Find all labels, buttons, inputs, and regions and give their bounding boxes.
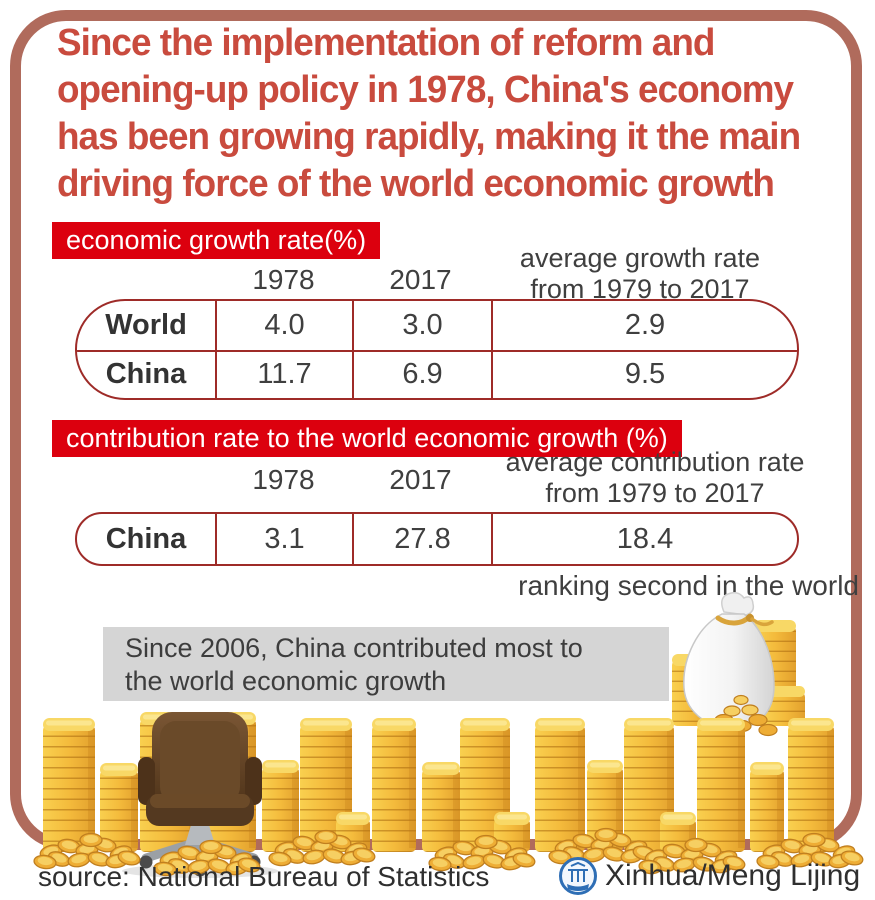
coin bbox=[692, 856, 716, 872]
table-cell: 6.9 bbox=[352, 351, 491, 398]
coin-stack bbox=[262, 760, 299, 852]
contribution-rate-table: China 3.1 27.8 18.4 bbox=[75, 512, 799, 566]
coin bbox=[602, 846, 626, 862]
coin bbox=[237, 857, 261, 873]
money-bag-body bbox=[683, 592, 775, 730]
coin-stack bbox=[750, 762, 784, 852]
section1-banner: economic growth rate(%) bbox=[52, 222, 381, 259]
coin bbox=[33, 854, 57, 870]
col-header-average-growth: average growth rate from 1979 to 2017 bbox=[519, 243, 761, 304]
coin-stack bbox=[422, 762, 460, 852]
coin bbox=[314, 829, 338, 845]
highlight-text: Since 2006, China contributed most to th… bbox=[125, 633, 583, 696]
credit-text: Xinhua/Meng Lijing bbox=[605, 859, 861, 892]
source-credit: source: National Bureau of Statistics bbox=[38, 861, 490, 892]
agency-credit: Xinhua/Meng Lijing bbox=[558, 856, 860, 896]
coin bbox=[840, 850, 864, 866]
coin-stack bbox=[43, 718, 95, 852]
coin bbox=[548, 849, 572, 865]
row-label: China bbox=[105, 522, 187, 555]
coin bbox=[153, 861, 177, 877]
highlight-box: Since 2006, China contributed most to th… bbox=[103, 627, 669, 701]
table-cell: 2.9 bbox=[491, 301, 797, 350]
coin bbox=[482, 853, 506, 869]
table-cell: 3.0 bbox=[352, 301, 491, 350]
coin bbox=[117, 850, 141, 866]
coin-stack bbox=[100, 763, 138, 852]
col-header-2017: 2017 bbox=[389, 464, 452, 495]
coin bbox=[352, 847, 376, 863]
row-label: World bbox=[105, 308, 187, 341]
table-row: China 11.7 6.9 9.5 bbox=[77, 349, 797, 398]
headline: Since the implementation of reform and o… bbox=[57, 22, 801, 205]
col-header-1978: 1978 bbox=[252, 464, 315, 495]
coin bbox=[512, 852, 536, 868]
money-bag-icon bbox=[672, 592, 805, 737]
coin-stack bbox=[372, 718, 416, 852]
coin bbox=[268, 851, 292, 867]
section2-banner: contribution rate to the world economic … bbox=[52, 420, 682, 457]
coin bbox=[322, 848, 346, 864]
coin-stack bbox=[535, 718, 585, 852]
coin-stack bbox=[788, 718, 834, 852]
coin bbox=[199, 839, 223, 855]
table-row: China 3.1 27.8 18.4 bbox=[77, 514, 797, 564]
coin bbox=[684, 837, 708, 853]
col-header-1978: 1978 bbox=[252, 264, 315, 295]
coin bbox=[57, 838, 81, 854]
col-header-average-contribution: average contribution rate from 1979 to 2… bbox=[505, 447, 805, 508]
coin bbox=[722, 855, 746, 871]
coin bbox=[594, 827, 618, 843]
coin bbox=[474, 834, 498, 850]
coin bbox=[79, 832, 103, 848]
coin bbox=[638, 859, 662, 875]
table-cell: 11.7 bbox=[215, 351, 352, 398]
row-label: China bbox=[105, 358, 187, 391]
coin bbox=[572, 833, 596, 849]
table-cell: 4.0 bbox=[215, 301, 352, 350]
coin bbox=[802, 832, 826, 848]
col-header-2017: 2017 bbox=[389, 264, 452, 295]
table-cell: 27.8 bbox=[352, 514, 491, 564]
scattered-coins bbox=[33, 827, 864, 877]
ranking-note: ranking second in the world bbox=[518, 570, 859, 601]
coin bbox=[428, 856, 452, 872]
xinhua-logo-icon bbox=[559, 857, 597, 895]
coin bbox=[756, 854, 780, 870]
coin bbox=[582, 847, 606, 863]
table-cell: 9.5 bbox=[491, 351, 797, 398]
coin-stack bbox=[697, 718, 745, 852]
coin-stacks-illustration bbox=[33, 712, 864, 878]
table-cell: 3.1 bbox=[215, 514, 352, 564]
growth-rate-table: World 4.0 3.0 2.9 China 11.7 6.9 9.5 bbox=[75, 299, 799, 400]
table-cell: 18.4 bbox=[491, 514, 797, 564]
table-row: World 4.0 3.0 2.9 bbox=[77, 301, 797, 350]
coin bbox=[452, 840, 476, 856]
